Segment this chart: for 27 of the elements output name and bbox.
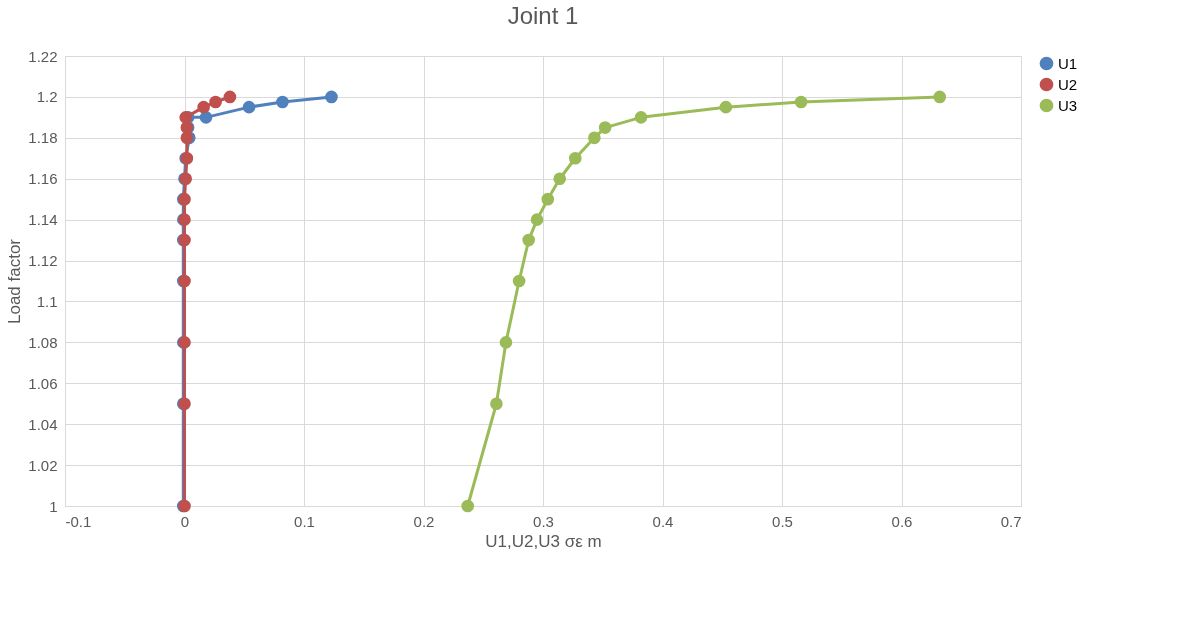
y-tick-label: 1.16 bbox=[28, 170, 58, 188]
x-tick-label: 0.4 bbox=[652, 512, 674, 530]
y-tick-label: 1.04 bbox=[28, 415, 58, 433]
x-tick-label: 0.6 bbox=[891, 512, 913, 530]
legend-label: U2 bbox=[1058, 75, 1078, 93]
y-tick-label: 1.08 bbox=[28, 333, 58, 351]
x-tick-label: -0.1 bbox=[65, 512, 92, 530]
y-tick-label: 1.12 bbox=[28, 252, 58, 270]
y-tick-label: 1.2 bbox=[36, 88, 58, 106]
y-tick-label: 1.1 bbox=[36, 292, 58, 310]
x-axis-title: U1,U2,U3 σε m bbox=[485, 531, 602, 551]
x-tick-label: 0 bbox=[180, 512, 190, 530]
x-tick-label: 0.7 bbox=[1000, 512, 1022, 530]
x-tick-label: 0.5 bbox=[772, 512, 793, 530]
y-axis-title: Load factor bbox=[5, 238, 25, 325]
chart-title: Joint 1 bbox=[507, 2, 579, 29]
y-tick-label: 1.22 bbox=[28, 47, 58, 65]
x-tick-label: 0.2 bbox=[413, 512, 435, 530]
y-tick-label: 1.06 bbox=[28, 374, 58, 392]
y-tick-label: 1 bbox=[49, 497, 58, 515]
legend-label: U3 bbox=[1058, 96, 1078, 114]
y-tick-label: 1.18 bbox=[28, 129, 58, 147]
x-tick-label: 0.1 bbox=[294, 512, 315, 530]
y-tick-label: 1.14 bbox=[28, 211, 58, 229]
y-tick-label: 1.02 bbox=[28, 456, 58, 474]
x-tick-label: 0.3 bbox=[533, 512, 554, 530]
legend-label: U1 bbox=[1058, 54, 1078, 72]
